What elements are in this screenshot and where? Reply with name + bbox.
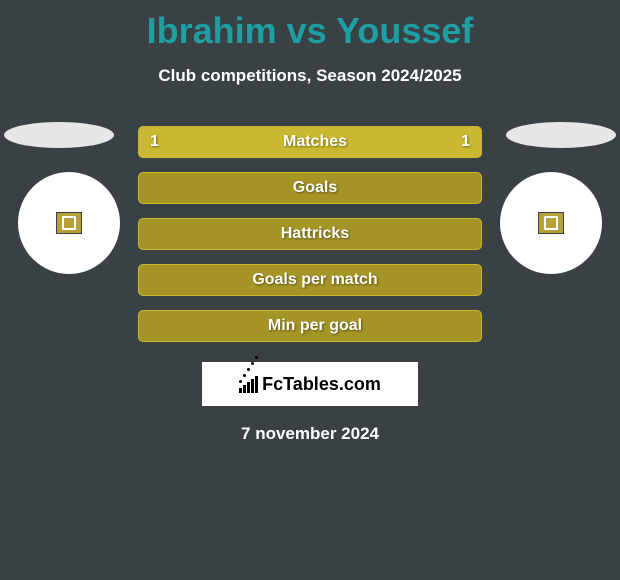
stat-value-left: 1 xyxy=(150,133,159,151)
stat-bar-min-per-goal: Min per goal xyxy=(138,310,482,342)
bar-chart-icon xyxy=(239,375,258,393)
player-avatar-right xyxy=(500,172,602,274)
stat-label: Goals per match xyxy=(242,271,377,289)
stat-label: Min per goal xyxy=(258,317,362,335)
stat-bar-goals: Goals xyxy=(138,172,482,204)
avatar-placeholder-icon xyxy=(56,212,82,234)
comparison-panel: 1 Matches 1 Goals Hattricks Goals per ma… xyxy=(0,126,620,444)
shadow-ellipse-right xyxy=(506,122,616,148)
stat-bar-goals-per-match: Goals per match xyxy=(138,264,482,296)
logo-text: FcTables.com xyxy=(239,374,381,395)
page-title: Ibrahim vs Youssef xyxy=(0,0,620,52)
stat-label: Matches xyxy=(273,133,347,151)
stat-bars: 1 Matches 1 Goals Hattricks Goals per ma… xyxy=(138,126,482,342)
player-avatar-left xyxy=(18,172,120,274)
shadow-ellipse-left xyxy=(4,122,114,148)
logo-label: FcTables.com xyxy=(262,374,381,395)
stat-bar-matches: 1 Matches 1 xyxy=(138,126,482,158)
stat-label: Goals xyxy=(283,179,337,197)
source-logo: FcTables.com xyxy=(202,362,418,406)
avatar-placeholder-icon xyxy=(538,212,564,234)
stat-bar-hattricks: Hattricks xyxy=(138,218,482,250)
page-subtitle: Club competitions, Season 2024/2025 xyxy=(0,66,620,86)
stat-label: Hattricks xyxy=(271,225,349,243)
stat-value-right: 1 xyxy=(461,133,470,151)
date-label: 7 november 2024 xyxy=(0,424,620,444)
